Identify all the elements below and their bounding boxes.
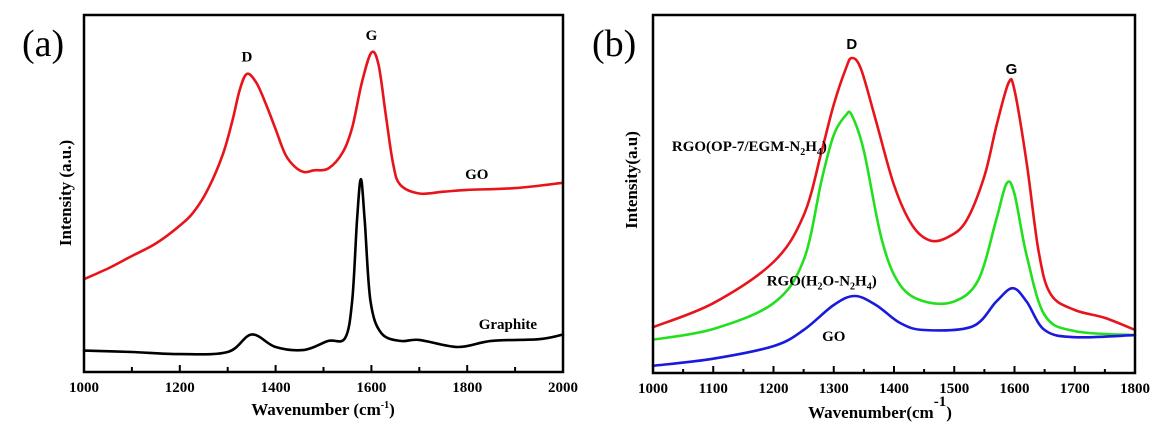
panel-a-annotation-graphite: Graphite [479,317,538,333]
panel-a-x-axis-title-close: ) [389,400,395,419]
panel-b-annotation-go: GO [822,329,845,345]
panel-a-x-tick-label: 1600 [356,380,386,396]
panel-b-x-tick-labels: 1000 1100 1200 1300 1400 1500 1600 1700 1800 [638,381,1150,397]
panel-a-annotation-d: D [241,49,252,65]
panel-b-x-axis-title-close: ) [946,403,952,422]
panel-b-annotation-g: G [1006,61,1018,78]
panel-b-x-ticks [652,366,1136,373]
panel-b-series-rgo-op-7-egm-n2h4 [651,56,1137,332]
panel-b-x-tick-label: 1300 [819,381,849,397]
panel-b-annotation-rgo-op-7-egm-n2h4: RGO(OP-7/EGM-N2H4) [672,139,827,158]
panel-a-x-tick-label: 1200 [165,380,195,396]
panel-a-x-tick-label: 1400 [261,380,291,396]
panel-b-x-axis-title-main: Wavenumber(cm [808,403,934,422]
panel-b-x-tick-label: 1100 [699,381,728,397]
panel-b-x-tick-label: 1600 [1000,381,1030,397]
panel-a-annotation-go: GO [465,167,488,183]
panel-a-label: (a) [22,23,64,65]
panel-b-annotation-d: D [846,36,857,53]
panel-b-x-axis-title: Wavenumber(cm-1) [808,394,952,422]
panel-b-series-group [651,56,1137,368]
panel-b-x-tick-label: 1200 [759,381,789,397]
panel-b-annotations: D G RGO(OP-7/EGM-N2H4) RGO(H2O-N2H4) GO [672,36,1017,345]
panel-b-x-tick-label: 1000 [638,381,668,397]
panel-b-label: (b) [592,23,636,65]
panel-b-x-tick-label: 1700 [1060,381,1090,397]
panel-a-annotations: D G GO Graphite [241,28,537,333]
panel-a-series-go [82,50,565,281]
panel-a-x-tick-labels: 1000 1200 1400 1600 1800 2000 [69,380,578,396]
panel-a-x-tick-label: 1000 [69,380,99,396]
panel-b-x-axis-title-sup: -1 [934,394,947,410]
panel-a-x-ticks [83,365,564,372]
panel-b-annotation-rgo-h2o-n2h4: RGO(H2O-N2H4) [767,273,877,292]
panel-a-y-axis-title: Intensity (a.u.) [56,140,75,246]
panel-b-y-axis-title: Intensity(a.u) [622,131,641,229]
panel-b-series-rgo-h2o-n2h4 [651,110,1137,341]
panel-b-series-go [651,286,1137,368]
panel-a-x-axis-title-sup: -1 [381,400,389,411]
panel-b-x-tick-label: 1800 [1120,381,1150,397]
panel-a-x-axis-title: Wavenumber (cm-1) [251,400,395,419]
panel-a: (a) 1000 1200 1400 1600 1800 2000 Intensity (… [22,13,578,419]
panel-b-x-tick-label: 1400 [879,381,909,397]
panel-a-series-group [82,50,565,356]
panel-a-x-tick-label: 2000 [548,380,578,396]
panel-b-x-tick-label: 1500 [939,381,969,397]
panel-a-series-graphite [82,177,565,356]
panel-b: (b) 1000 1100 1200 1300 1400 1500 1600 1700 1800… [592,13,1150,422]
panel-a-x-axis-title-main: Wavenumber (cm [251,400,381,419]
panel-a-x-tick-label: 1800 [452,380,482,396]
panel-a-annotation-g: G [366,28,378,44]
